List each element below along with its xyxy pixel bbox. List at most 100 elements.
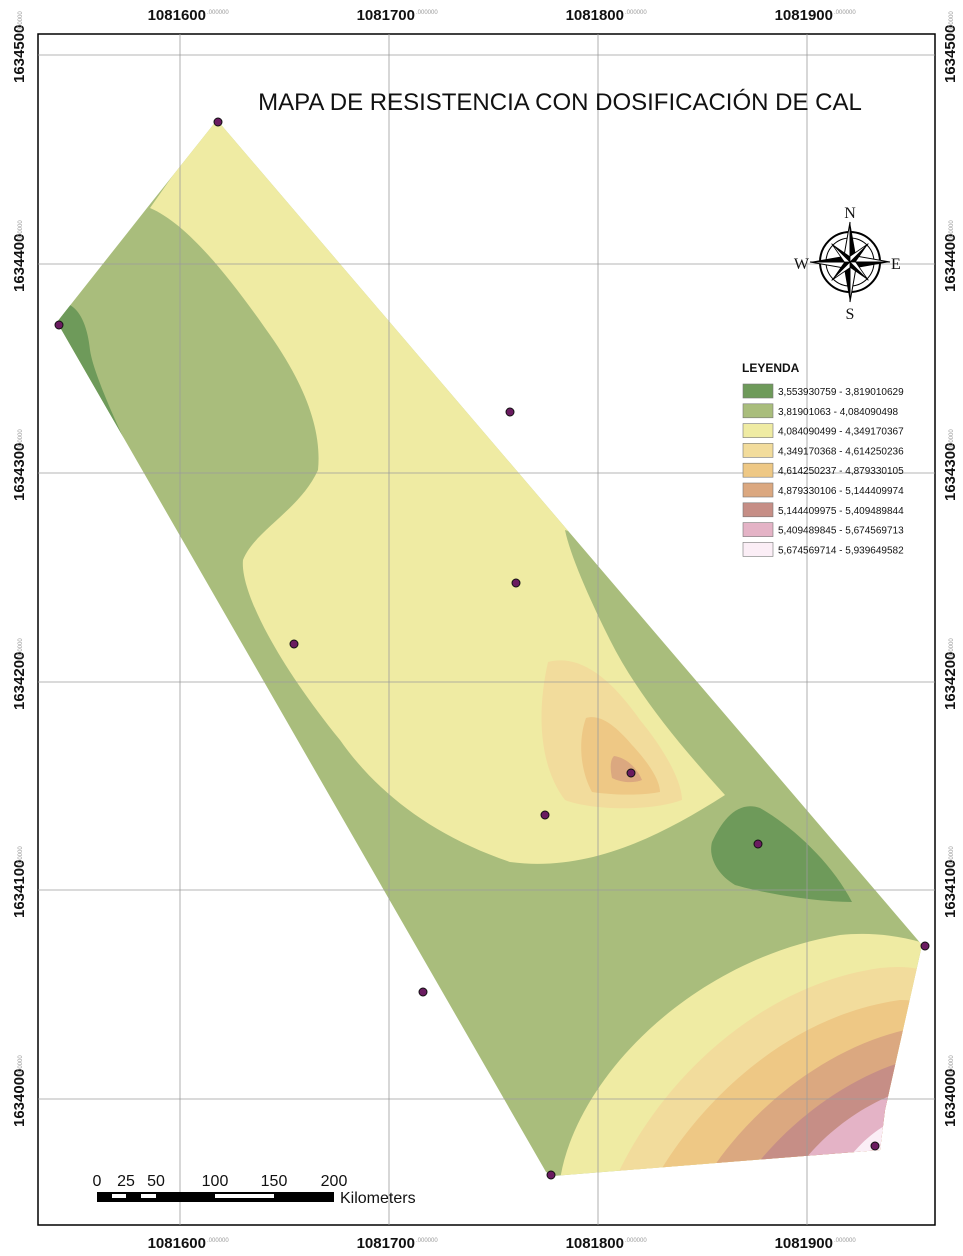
y-tick-decimal-right: .000000 [949, 1055, 955, 1077]
map-title: MAPA DE RESISTENCIA CON DOSIFICACIÓN DE … [258, 89, 862, 116]
compass-rose: N S E W [794, 205, 901, 323]
sample-point [213, 117, 223, 127]
coordinate-labels: 1081600.0000001081600.0000001081700.0000… [11, 7, 959, 1252]
compass-needles [809, 221, 891, 303]
sample-point [511, 578, 521, 588]
scale-segment-gap [141, 1194, 156, 1198]
legend-item-label: 4,084090499 - 4,349170367 [778, 427, 904, 438]
x-tick-decimal-top: .000000 [625, 10, 647, 16]
x-tick-label-top: 1081600 [148, 7, 206, 24]
scale-tick-label: 200 [321, 1173, 348, 1190]
scale-segment [156, 1192, 215, 1202]
legend-swatch [742, 522, 774, 537]
sample-point [920, 941, 930, 951]
x-tick-decimal-bottom: .000000 [625, 1238, 647, 1244]
y-tick-label-right: 1634400 [942, 234, 959, 292]
legend-item-label: 5,674569714 - 5,939649582 [778, 545, 904, 556]
legend-swatch [742, 502, 774, 518]
legend-swatch [742, 542, 774, 557]
x-tick-label-bottom: 1081700 [357, 1235, 415, 1252]
y-tick-label-right: 1634500 [942, 25, 959, 83]
y-tick-label-right: 1634000 [942, 1069, 959, 1127]
sample-point [505, 407, 515, 417]
y-tick-label-right: 1634300 [942, 443, 959, 501]
x-tick-label-top: 1081900 [775, 7, 833, 24]
map-frame [37, 33, 936, 1226]
scale-segment [97, 1192, 112, 1202]
legend-swatch [742, 443, 774, 458]
x-tick-decimal-top: .000000 [834, 10, 856, 16]
sample-point [54, 320, 64, 330]
legend: LEYENDA 3,553930759 - 3,819010629 3,81901… [742, 361, 904, 557]
x-tick-label-top: 1081800 [566, 7, 624, 24]
scale-tick-label: 50 [147, 1173, 165, 1190]
compass-north-label: N [844, 205, 856, 222]
scale-bar: Kilometers 0 25 50 100 150 200 [93, 1173, 416, 1207]
y-tick-label-left: 1634500 [11, 25, 28, 83]
legend-swatch [742, 462, 774, 478]
compass-east-label: E [891, 256, 901, 273]
scale-unit-label: Kilometers [340, 1190, 416, 1207]
scale-segment-gap [215, 1194, 274, 1198]
y-tick-decimal-right: .000000 [949, 638, 955, 660]
legend-item-label: 5,144409975 - 5,409489844 [778, 506, 904, 517]
legend-item-label: 4,879330106 - 5,144409974 [778, 486, 904, 497]
legend-item-label: 3,553930759 - 3,819010629 [778, 387, 904, 398]
y-tick-decimal-right: .000000 [949, 11, 955, 33]
zone-class-5-north [581, 717, 660, 795]
coordinate-grid [38, 34, 935, 1225]
scale-segment-gap [112, 1194, 126, 1198]
sample-point [626, 768, 636, 778]
sample-point [418, 987, 428, 997]
legend-item-label: 4,349170368 - 4,614250236 [778, 446, 904, 457]
compass-south-label: S [846, 306, 855, 323]
legend-title: LEYENDA [742, 361, 800, 375]
scale-tick-label: 0 [93, 1173, 102, 1190]
compass-west-label: W [794, 256, 810, 273]
y-tick-decimal-left: .000000 [18, 11, 24, 33]
y-tick-decimal-left: .000000 [18, 638, 24, 660]
x-tick-label-bottom: 1081600 [148, 1235, 206, 1252]
y-tick-decimal-right: .000000 [949, 846, 955, 868]
sample-points [54, 117, 930, 1180]
legend-item-label: 5,409489845 - 5,674569713 [778, 526, 904, 537]
y-tick-decimal-left: .000000 [18, 220, 24, 242]
scale-tick-label: 25 [117, 1173, 135, 1190]
x-tick-decimal-top: .000000 [416, 10, 438, 16]
y-tick-label-left: 1634400 [11, 234, 28, 292]
sample-point [870, 1141, 880, 1151]
legend-item-label: 4,614250237 - 4,879330105 [778, 466, 904, 477]
legend-item-label: 3,81901063 - 4,084090498 [778, 407, 899, 418]
scale-tick-label: 100 [202, 1173, 229, 1190]
y-tick-label-left: 1634200 [11, 652, 28, 710]
x-tick-label-bottom: 1081800 [566, 1235, 624, 1252]
legend-swatch [742, 403, 774, 419]
x-tick-decimal-bottom: .000000 [207, 1238, 229, 1244]
scale-segment [126, 1192, 141, 1202]
x-tick-decimal-bottom: .000000 [834, 1238, 856, 1244]
y-tick-label-left: 1634300 [11, 443, 28, 501]
zone-class-1-east [711, 806, 852, 902]
sample-point [289, 639, 299, 649]
x-tick-label-bottom: 1081900 [775, 1235, 833, 1252]
y-tick-decimal-left: .000000 [18, 429, 24, 451]
y-tick-label-left: 1634100 [11, 860, 28, 918]
scale-segment [274, 1192, 334, 1202]
y-tick-decimal-left: .000000 [18, 846, 24, 868]
sample-point [753, 839, 763, 849]
scale-tick-label: 150 [261, 1173, 288, 1190]
y-tick-decimal-left: .000000 [18, 1055, 24, 1077]
legend-swatch [742, 423, 774, 438]
x-tick-decimal-top: .000000 [207, 10, 229, 16]
sample-point [540, 810, 550, 820]
x-tick-label-top: 1081700 [357, 7, 415, 24]
zone-class-1-west-edge [57, 305, 440, 1005]
legend-swatch [742, 482, 774, 498]
y-tick-decimal-right: .000000 [949, 220, 955, 242]
x-tick-decimal-bottom: .000000 [416, 1238, 438, 1244]
y-tick-label-right: 1634100 [942, 860, 959, 918]
sample-point [546, 1170, 556, 1180]
y-tick-decimal-right: .000000 [949, 429, 955, 451]
